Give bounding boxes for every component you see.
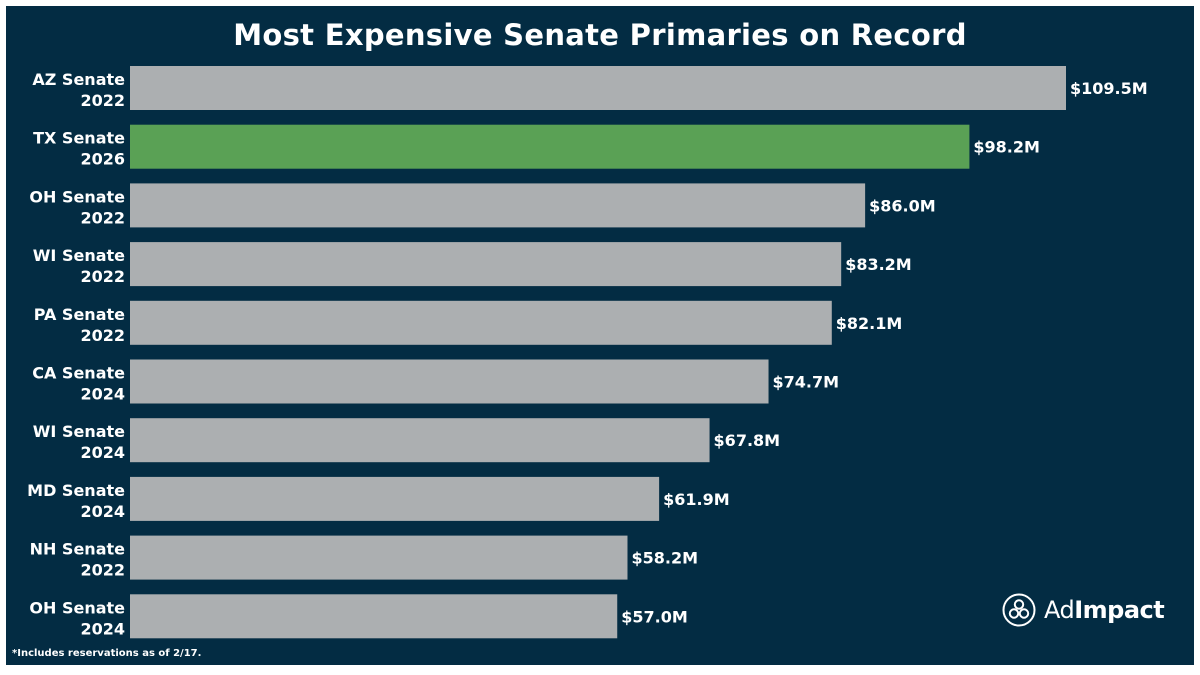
bar-9 bbox=[130, 594, 618, 639]
category-label-line1: OH Senate bbox=[29, 598, 125, 617]
value-label: $98.2M bbox=[973, 138, 1040, 157]
category-label-line1: TX Senate bbox=[33, 129, 125, 148]
category-label-line1: PA Senate bbox=[34, 305, 125, 324]
footnote: *Includes reservations as of 2/17. bbox=[12, 648, 202, 659]
category-label-line1: OH Senate bbox=[29, 187, 125, 206]
value-label: $86.0M bbox=[869, 196, 936, 215]
category-label-line1: CA Senate bbox=[32, 364, 125, 383]
category-label-line1: WI Senate bbox=[33, 422, 125, 441]
category-label-line2: 2024 bbox=[80, 502, 125, 521]
logo-text-bold: Impact bbox=[1074, 596, 1165, 624]
adimpact-logo: AdImpact bbox=[1002, 593, 1165, 627]
bar-3 bbox=[130, 242, 842, 287]
category-label-line2: 2024 bbox=[80, 385, 125, 404]
bar-5 bbox=[130, 359, 769, 404]
category-label-line2: 2022 bbox=[80, 267, 125, 286]
category-label-line2: 2022 bbox=[80, 208, 125, 227]
category-label-line2: 2024 bbox=[80, 619, 125, 638]
value-label: $82.1M bbox=[836, 314, 903, 333]
bar-8 bbox=[130, 535, 628, 580]
category-label-line2: 2024 bbox=[80, 443, 125, 462]
value-label: $67.8M bbox=[714, 431, 781, 450]
bar-6 bbox=[130, 418, 710, 463]
value-label: $57.0M bbox=[621, 607, 688, 626]
chart-title: Most Expensive Senate Primaries on Recor… bbox=[233, 18, 967, 52]
category-label-line1: AZ Senate bbox=[32, 70, 125, 89]
logo-text-regular: Ad bbox=[1044, 596, 1075, 624]
value-label: $109.5M bbox=[1070, 79, 1148, 98]
chart-panel: Most Expensive Senate Primaries on Recor… bbox=[6, 6, 1194, 665]
category-label-line1: WI Senate bbox=[33, 246, 125, 265]
category-label-line1: MD Senate bbox=[27, 481, 125, 500]
value-label: $61.9M bbox=[663, 490, 730, 509]
adimpact-logo-icon bbox=[1002, 593, 1036, 627]
value-label: $74.7M bbox=[773, 373, 840, 392]
bar-4 bbox=[130, 300, 832, 345]
bar-2 bbox=[130, 183, 866, 228]
bar-0 bbox=[130, 66, 1066, 110]
bar-chart: AZ Senate 2022 $109.5M TX Senate 2026 $98.2M O… bbox=[27, 66, 1148, 639]
value-label: $83.2M bbox=[845, 255, 912, 274]
category-label-line2: 2022 bbox=[80, 326, 125, 345]
bar-7 bbox=[130, 476, 660, 521]
adimpact-logo-text: AdImpact bbox=[1044, 596, 1165, 624]
category-label-line2: 2022 bbox=[80, 561, 125, 580]
bar-1 bbox=[130, 124, 970, 169]
category-label-line1: NH Senate bbox=[30, 540, 126, 559]
category-label-line2: 2022 bbox=[80, 91, 125, 110]
category-label-line2: 2026 bbox=[80, 150, 125, 169]
value-label: $58.2M bbox=[631, 549, 698, 568]
